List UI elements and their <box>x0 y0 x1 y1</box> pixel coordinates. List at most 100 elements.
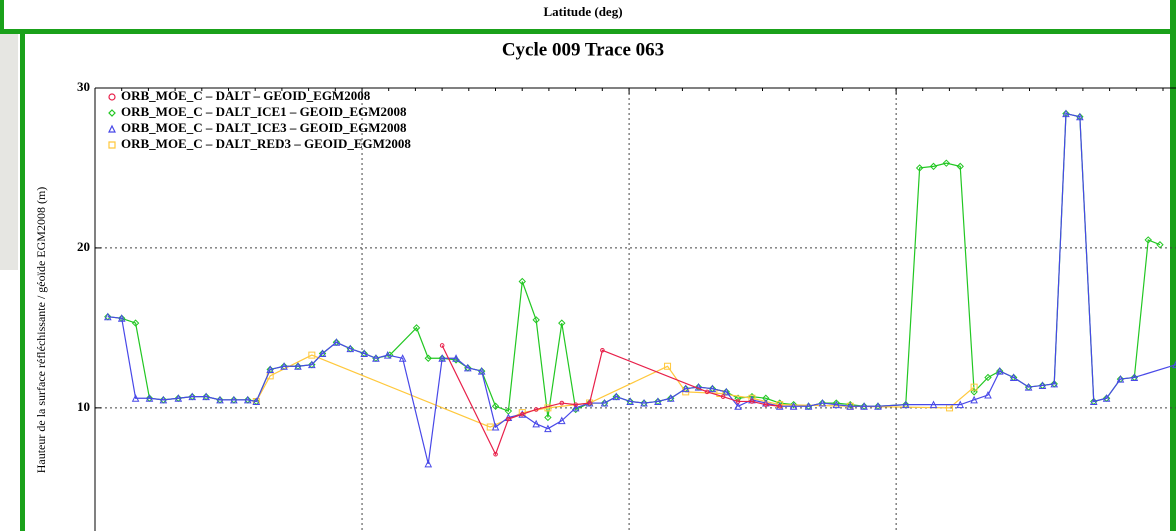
marker <box>477 366 486 375</box>
marker <box>956 400 965 409</box>
marker <box>666 394 675 402</box>
marker <box>188 392 197 401</box>
chart-title: Cycle 009 Trace 063 <box>502 39 664 60</box>
marker <box>439 343 445 348</box>
marker <box>995 366 1004 375</box>
marker <box>145 394 154 402</box>
marker <box>544 424 552 433</box>
marker <box>131 319 140 327</box>
side-panel <box>0 34 18 270</box>
marker <box>942 159 951 167</box>
marker <box>640 398 648 407</box>
marker <box>915 164 924 172</box>
marker <box>557 416 566 425</box>
marker <box>984 390 992 399</box>
marker <box>493 451 498 457</box>
frame-border <box>1170 0 1176 30</box>
marker <box>777 403 783 409</box>
marker <box>748 394 756 402</box>
marker <box>1076 112 1084 121</box>
marker <box>108 124 116 133</box>
marker <box>587 400 592 406</box>
marker <box>763 402 769 407</box>
marker <box>346 344 355 353</box>
marker <box>573 402 578 407</box>
legend-label: ORB_MOE_C – DALT_ICE3 – GEOID_EGM2008 <box>121 120 407 135</box>
marker <box>294 362 302 370</box>
marker <box>438 354 446 362</box>
marker <box>412 324 421 332</box>
marker <box>612 392 621 401</box>
marker <box>266 365 274 373</box>
marker <box>383 350 392 359</box>
marker <box>104 312 112 321</box>
marker <box>1009 373 1018 381</box>
marker <box>559 400 565 406</box>
marker <box>734 402 742 410</box>
y-tick-label: 30 <box>77 79 90 94</box>
marker <box>174 394 183 402</box>
series-line <box>255 354 975 428</box>
marker <box>860 402 868 410</box>
marker <box>1062 109 1070 118</box>
marker <box>506 416 511 422</box>
marker <box>544 413 552 422</box>
marker <box>901 400 910 409</box>
marker <box>532 316 540 324</box>
marker <box>749 399 755 404</box>
marker <box>1156 241 1164 249</box>
marker <box>108 141 116 149</box>
marker <box>708 384 717 393</box>
marker <box>970 388 978 396</box>
frame-border <box>20 34 25 531</box>
marker <box>600 347 605 353</box>
marker <box>984 373 992 382</box>
marker <box>308 351 316 359</box>
marker <box>424 459 433 468</box>
marker <box>558 319 566 327</box>
marker <box>654 397 662 405</box>
marker <box>1144 236 1152 244</box>
marker <box>398 354 407 362</box>
marker <box>518 277 526 286</box>
marker <box>970 383 978 391</box>
marker <box>735 399 741 404</box>
marker <box>131 394 140 402</box>
marker <box>789 402 798 410</box>
marker <box>818 398 827 407</box>
legend-label: ORB_MOE_C – DALT_ICE1 – GEOID_EGM2008 <box>121 104 407 119</box>
marker <box>600 398 609 407</box>
marker <box>789 400 798 409</box>
marker <box>117 314 126 322</box>
marker <box>532 419 540 428</box>
y-axis-label: Hauteur de la surface réfléchissante / g… <box>34 187 48 474</box>
marker <box>519 411 525 417</box>
marker <box>372 354 380 362</box>
marker <box>544 404 552 412</box>
marker <box>230 395 238 404</box>
marker <box>722 387 731 396</box>
marker <box>929 162 938 171</box>
legend-label: ORB_MOE_C – DALT – GEOID_EGM2008 <box>121 88 371 103</box>
marker <box>463 363 472 372</box>
marker <box>332 338 341 346</box>
frame-border <box>0 29 1176 34</box>
marker <box>1172 360 1176 369</box>
marker <box>491 422 500 431</box>
marker <box>318 349 327 357</box>
marker <box>216 395 224 404</box>
legend-label: ORB_MOE_C – DALT_RED3 – GEOID_EGM2008 <box>121 136 411 151</box>
marker <box>108 93 116 101</box>
y-tick-label: 20 <box>77 239 90 254</box>
marker <box>159 395 168 404</box>
marker <box>424 354 432 362</box>
marker <box>491 402 500 410</box>
marker <box>360 349 368 357</box>
marker <box>1038 381 1047 389</box>
marker <box>681 384 690 393</box>
marker <box>1024 382 1033 391</box>
x-axis-label: Latitude (deg) <box>543 4 622 19</box>
marker <box>832 400 841 409</box>
